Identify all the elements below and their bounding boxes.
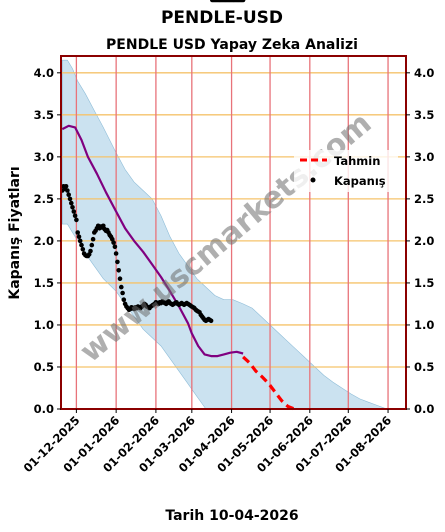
close-point bbox=[115, 259, 120, 265]
y-tick-label: 4.0 bbox=[34, 66, 54, 80]
y-tick-label: 3.0 bbox=[34, 150, 54, 164]
legend-close-swatch bbox=[310, 177, 316, 183]
close-point bbox=[121, 297, 127, 303]
trend-line-path bbox=[61, 124, 244, 358]
x-axis-label: Tarih 10-04-2026 bbox=[165, 508, 298, 524]
close-point bbox=[79, 242, 84, 248]
legend: Tahmin Kapanış bbox=[294, 150, 398, 192]
close-point bbox=[71, 209, 77, 214]
page-title: PENDLE-USD bbox=[161, 8, 283, 28]
close-point bbox=[116, 268, 121, 273]
close-point bbox=[113, 251, 119, 256]
close-point bbox=[70, 205, 75, 210]
y-tick-label-right: 2.0 bbox=[414, 234, 434, 248]
close-point bbox=[69, 200, 74, 206]
legend-forecast-label: Tahmin bbox=[334, 154, 380, 168]
close-point bbox=[111, 240, 116, 245]
close-point bbox=[65, 188, 70, 193]
legend-close-label: Kapanış bbox=[334, 174, 386, 188]
y-tick-label-right: 2.5 bbox=[414, 192, 434, 206]
close-point bbox=[63, 184, 69, 189]
close-point bbox=[119, 284, 124, 290]
y-axis-label: Kapanış Fiyatları bbox=[7, 166, 23, 299]
close-point bbox=[208, 318, 214, 324]
y-tick-label-right: 0.5 bbox=[414, 360, 434, 374]
y-tick-label-right: 3.5 bbox=[414, 108, 434, 122]
y-tick-label: 0.0 bbox=[34, 402, 54, 416]
close-point bbox=[72, 213, 78, 218]
close-point bbox=[74, 217, 79, 223]
x-axis: 01-12-202501-01-202601-02-202601-03-2026… bbox=[21, 409, 394, 475]
plot-border bbox=[60, 55, 407, 410]
close-point bbox=[112, 244, 118, 250]
y-tick-label: 0.5 bbox=[34, 360, 54, 374]
y-tick-label: 2.5 bbox=[34, 192, 54, 206]
y-tick-label: 2.0 bbox=[34, 234, 54, 248]
y-tick-label-right: 4.0 bbox=[414, 66, 434, 80]
close-point bbox=[75, 230, 80, 235]
chart-title: PENDLE USD Yapay Zeka Analizi bbox=[106, 37, 358, 53]
close-point bbox=[117, 276, 123, 282]
close-point bbox=[90, 236, 96, 242]
close-point bbox=[88, 248, 93, 254]
close-point bbox=[80, 247, 86, 252]
close-point bbox=[76, 234, 82, 239]
close-point bbox=[120, 290, 125, 296]
y-tick-label-right: 1.0 bbox=[414, 318, 434, 332]
close-points bbox=[60, 0, 246, 324]
close-point bbox=[240, 0, 246, 3]
legend-box bbox=[294, 150, 398, 192]
y-tick-label: 3.5 bbox=[34, 108, 54, 122]
y-tick-label-right: 1.5 bbox=[414, 276, 434, 290]
close-point bbox=[67, 196, 73, 202]
y-tick-label: 1.0 bbox=[34, 318, 54, 332]
y-tick-label: 1.5 bbox=[34, 276, 54, 290]
trend-line bbox=[61, 124, 244, 358]
y-tick-label-right: 0.0 bbox=[414, 402, 434, 416]
y-tick-label-right: 3.0 bbox=[414, 150, 434, 164]
close-point bbox=[89, 242, 95, 248]
y-axis-left: 0.0 0.5 1.0 1.5 2.0 2.5 3.0 3.5 4.0 bbox=[34, 66, 61, 416]
plot-frame bbox=[60, 55, 407, 410]
y-axis-right: 0.0 0.5 1.0 1.5 2.0 2.5 3.0 3.5 4.0 bbox=[406, 66, 434, 416]
close-point bbox=[77, 238, 83, 244]
close-point bbox=[66, 192, 71, 197]
